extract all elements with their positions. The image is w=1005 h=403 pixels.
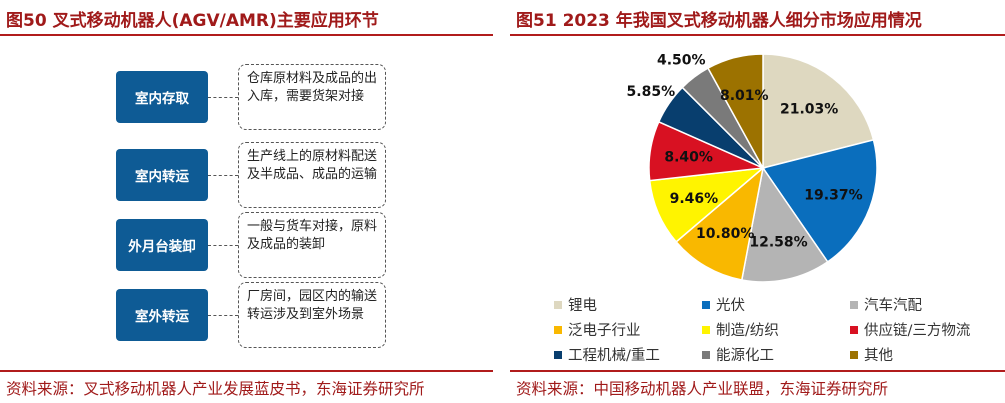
flow-desc-indoor-storage: 仓库原材料及成品的出入库，需要货架对接 — [238, 64, 386, 130]
flow-connector — [208, 315, 238, 316]
pie-data-label: 8.01% — [720, 88, 769, 104]
legend-item: 其他 — [850, 344, 893, 365]
legend-item: 供应链/三方物流 — [850, 319, 970, 340]
legend-item: 能源化工 — [702, 344, 774, 365]
left-panel: 图50 叉式移动机器人(AGV/AMR)主要应用环节 室内存取 仓库原材料及成品… — [0, 0, 493, 403]
legend-swatch — [702, 325, 710, 334]
legend-label: 泛电子行业 — [568, 323, 641, 339]
flow-desc-outdoor-transfer: 厂房间，园区内的输送转运涉及到室外场景 — [238, 282, 386, 348]
pie-slice-0 — [762, 53, 875, 169]
pie-slice-1 — [761, 138, 878, 263]
legend-item: 泛电子行业 — [554, 319, 641, 340]
legend-label: 制造/纺织 — [716, 323, 779, 339]
legend-label: 光伏 — [716, 298, 745, 314]
flow-row-3: 外月台装卸 一般与货车对接，原料及成品的装卸 — [116, 212, 396, 278]
flow-connector — [208, 175, 238, 176]
flow-row-1: 室内存取 仓库原材料及成品的出入库，需要货架对接 — [116, 64, 396, 130]
right-panel: 图51 2023 年我国叉式移动机器人细分市场应用情况 21.03% 19.37%… — [510, 0, 1005, 403]
legend-label: 锂电 — [568, 298, 597, 314]
right-source-rule — [510, 370, 1005, 372]
flow-label-indoor-storage: 室内存取 — [116, 71, 208, 123]
legend-swatch — [554, 350, 562, 359]
pie-data-label: 19.37% — [804, 187, 862, 203]
flow-label-dock-loading: 外月台装卸 — [116, 219, 208, 271]
pie-data-label: 5.85% — [627, 84, 676, 100]
flow-connector — [208, 245, 238, 246]
flow-desc-indoor-transfer: 生产线上的原材料配送及半成品、成品的运输 — [238, 142, 386, 208]
right-title-rule — [510, 34, 1005, 36]
legend-swatch — [702, 350, 710, 359]
legend-label: 供应链/三方物流 — [864, 323, 971, 339]
legend-label: 工程机械/重工 — [568, 348, 660, 364]
flow-label-indoor-transfer: 室内转运 — [116, 149, 208, 201]
flow-label-outdoor-transfer: 室外转运 — [116, 289, 208, 341]
flow-connector — [208, 97, 238, 98]
pie-data-label: 21.03% — [780, 102, 838, 118]
legend-item: 工程机械/重工 — [554, 344, 660, 365]
legend-label: 其他 — [864, 348, 893, 364]
left-source-rule — [0, 370, 493, 372]
legend-swatch — [702, 300, 710, 309]
left-title-rule — [0, 34, 493, 36]
legend-item: 汽车汽配 — [850, 294, 922, 315]
flow-row-4: 室外转运 厂房间，园区内的输送转运涉及到室外场景 — [116, 282, 396, 348]
flow-desc-dock-loading: 一般与货车对接，原料及成品的装卸 — [238, 212, 386, 278]
left-figure-title: 图50 叉式移动机器人(AGV/AMR)主要应用环节 — [6, 11, 379, 31]
pie-data-label: 9.46% — [670, 191, 719, 207]
legend-label: 汽车汽配 — [864, 298, 922, 314]
legend-swatch — [554, 325, 562, 334]
legend-item: 光伏 — [702, 294, 745, 315]
legend-swatch — [850, 350, 858, 359]
legend-swatch — [850, 325, 858, 334]
pie-slice-8 — [706, 53, 764, 169]
pie-data-label: 10.80% — [696, 226, 754, 242]
right-figure-title: 图51 2023 年我国叉式移动机器人细分市场应用情况 — [516, 11, 922, 31]
flow-row-2: 室内转运 生产线上的原材料配送及半成品、成品的运输 — [116, 142, 396, 208]
pie-slice-3 — [675, 166, 765, 281]
legend-item: 制造/纺织 — [702, 319, 779, 340]
legend-swatch — [554, 300, 562, 309]
left-source-note: 资料来源：叉式移动机器人产业发展蓝皮书，东海证券研究所 — [6, 380, 425, 398]
pie-data-label: 4.50% — [657, 52, 706, 68]
right-source-note: 资料来源：中国移动机器人产业联盟，东海证券研究所 — [516, 380, 889, 398]
pie-chart: 21.03% 19.37% 12.58%10.80% 9.46% 8.40% 5.85% 4… — [627, 52, 878, 283]
legend-label: 能源化工 — [716, 348, 774, 364]
legend-swatch — [850, 300, 858, 309]
pie-data-label: 8.40% — [664, 150, 713, 166]
pie-slice-2 — [740, 166, 829, 283]
legend-item: 锂电 — [554, 294, 597, 315]
pie-data-label: 12.58% — [749, 235, 807, 251]
